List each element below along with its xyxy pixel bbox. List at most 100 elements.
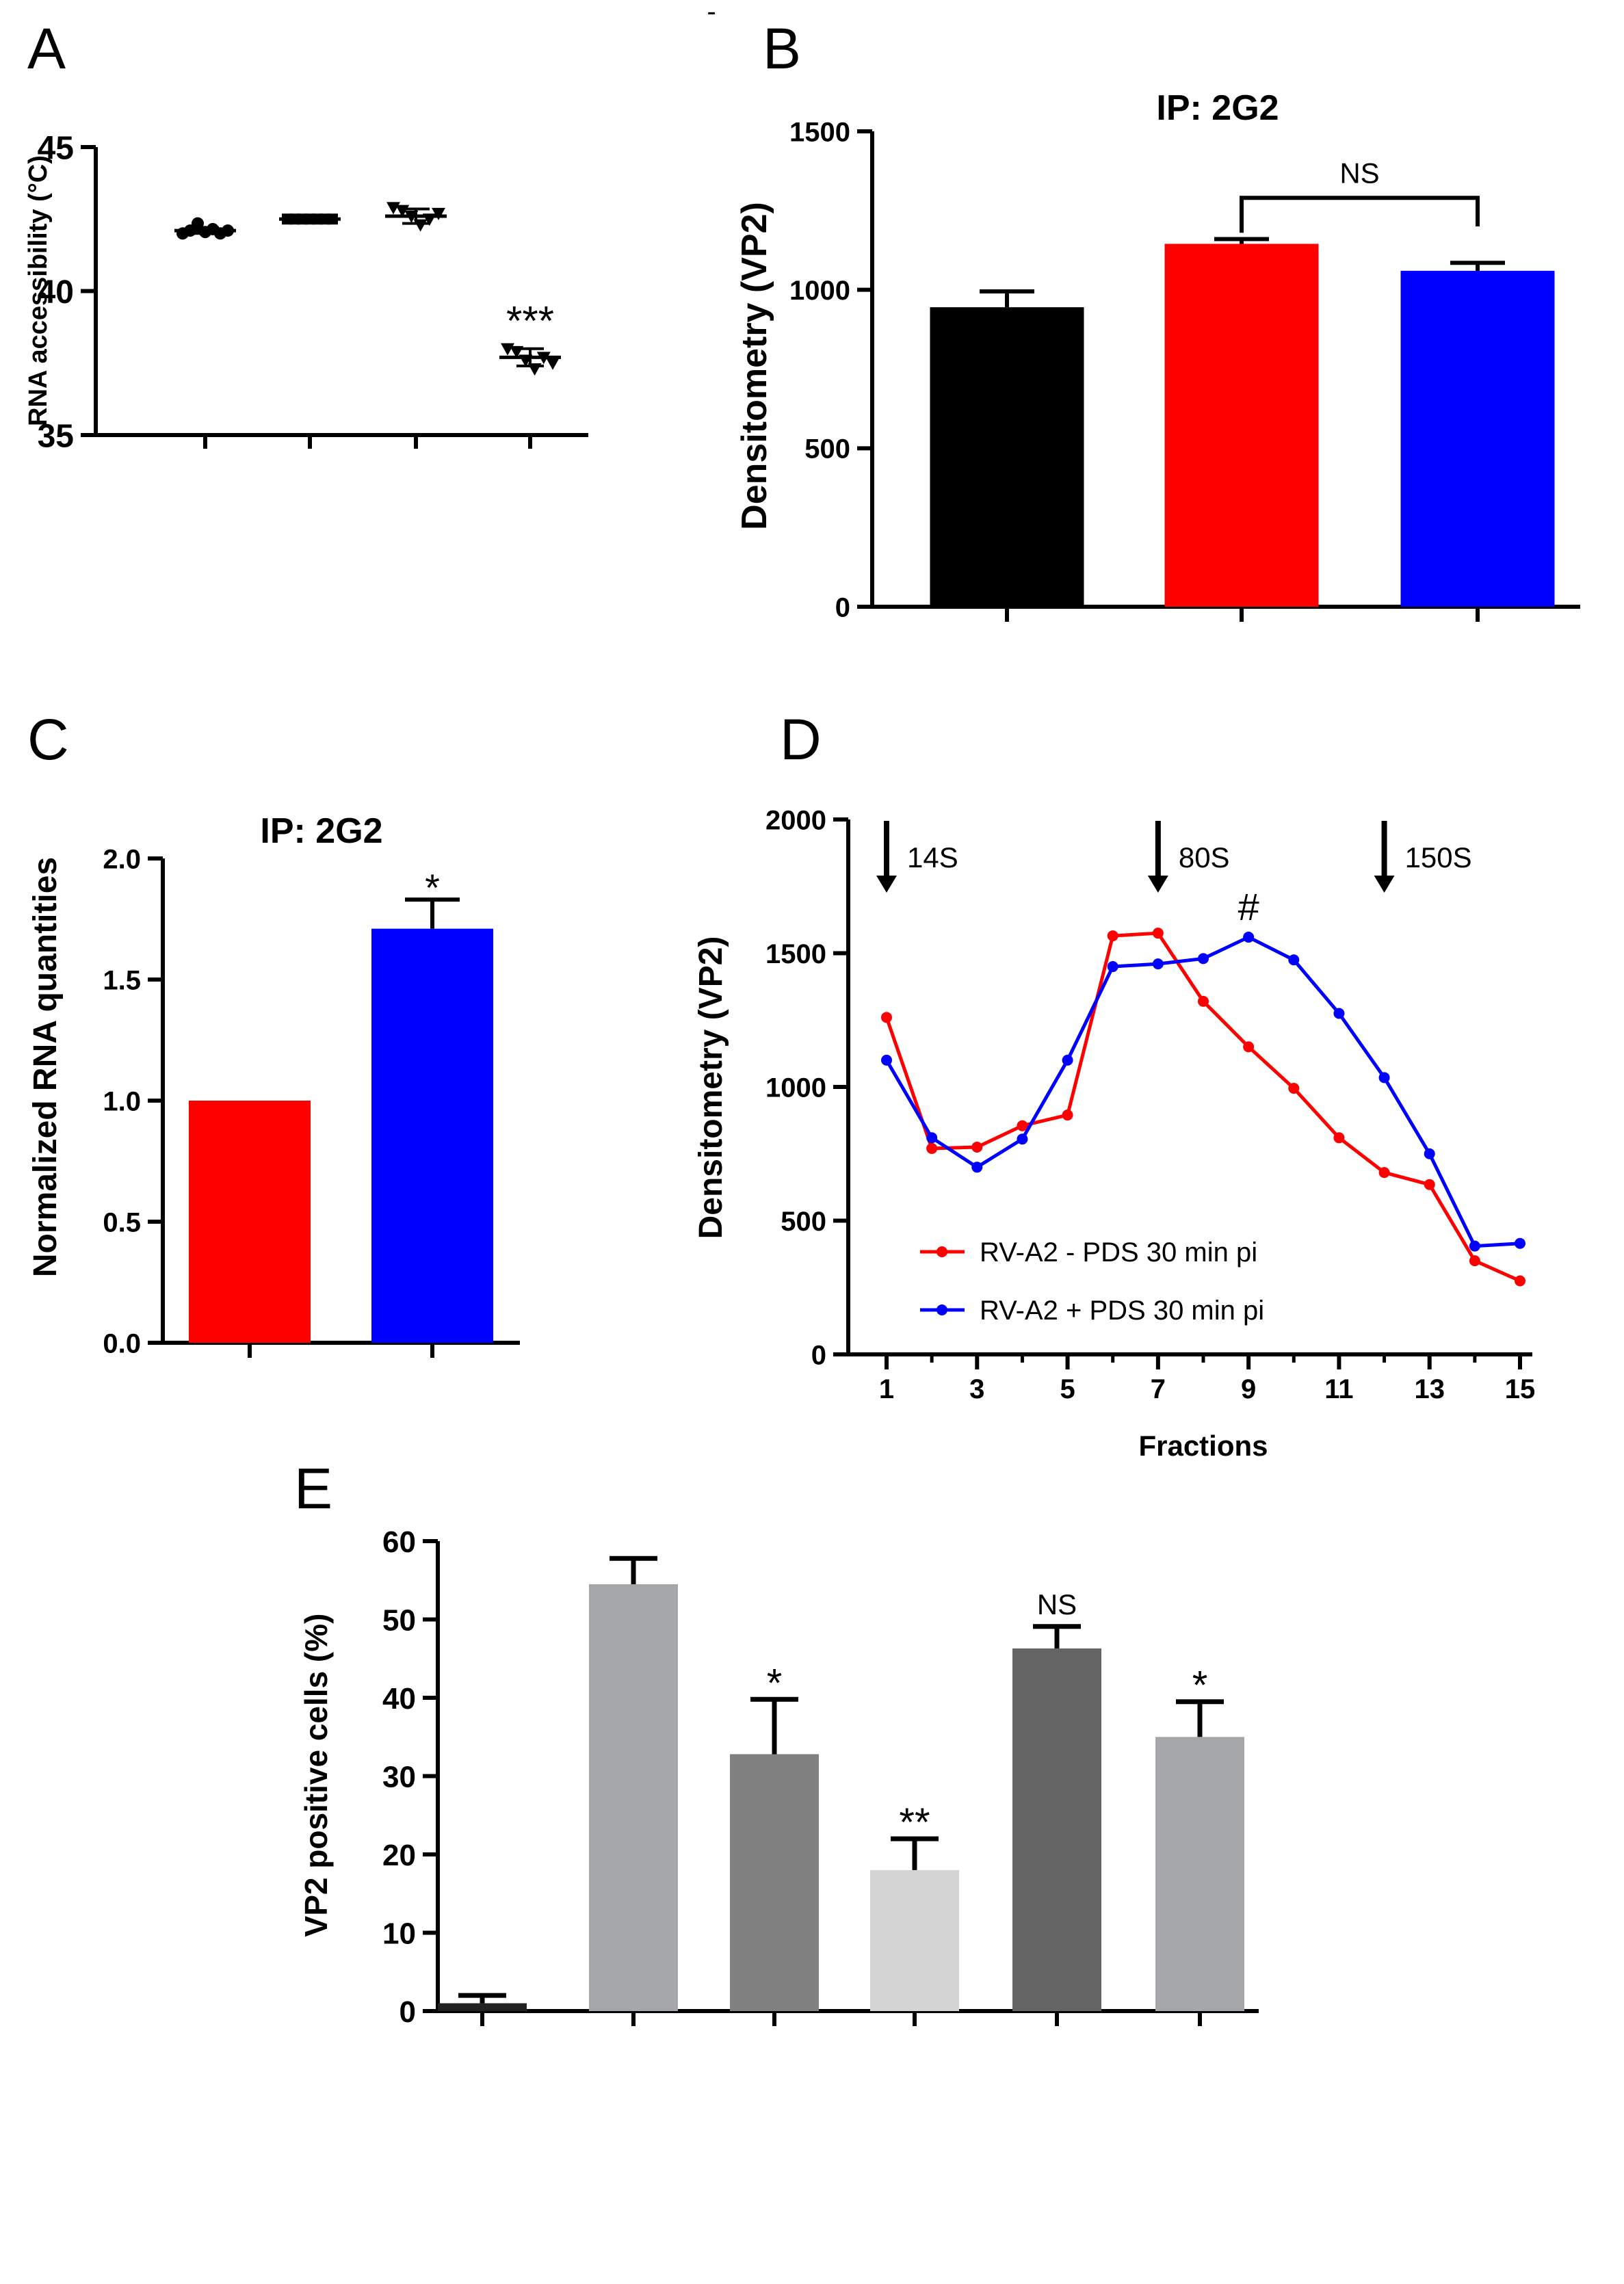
data-point [1515, 1237, 1525, 1249]
y-tick-label: 500 [781, 1207, 826, 1237]
data-point [1333, 1008, 1345, 1019]
y-tick-label: 0 [835, 592, 850, 622]
y-tick-label: 500 [804, 434, 850, 464]
significance-label: NS [1339, 157, 1379, 189]
x-tick-label: 9 [1241, 1374, 1256, 1404]
y-tick-label: 20 [382, 1839, 416, 1872]
data-point [1469, 1240, 1480, 1252]
y-axis-label: VP2 positive cells (%) [298, 1614, 334, 1937]
data-point [1152, 958, 1164, 970]
panel-label: A [27, 16, 66, 81]
data-point [546, 357, 560, 370]
panel-label: E [294, 1456, 332, 1521]
y-tick-label: 0 [400, 1995, 416, 2029]
significance-label: ** [899, 1800, 930, 1845]
sedimentation-label: 80S [1179, 841, 1230, 874]
bar [371, 928, 493, 1343]
y-tick-label: 1500 [765, 939, 826, 969]
significance-label: *** [506, 298, 554, 344]
data-point [881, 1012, 892, 1023]
data-point [1198, 953, 1209, 964]
data-point [1243, 932, 1255, 943]
y-tick-label: 0.0 [103, 1328, 141, 1358]
bar [930, 307, 1084, 607]
panel-b-bar-chart: B IP: 2G2 Densitometry (VP2) 0 500 1000 1500 NS [735, 16, 1580, 622]
y-tick-label: 1.5 [103, 965, 141, 995]
y-axis-label: Densitometry (VP2) [693, 936, 729, 1239]
legend-label: RV-A2 + PDS 30 min pi [980, 1296, 1264, 1326]
y-axis-label: Normalized RNA quantities [27, 857, 64, 1277]
bar [730, 1754, 819, 2011]
data-point [1062, 1110, 1073, 1121]
data-point [1424, 1179, 1435, 1190]
bar [1155, 1737, 1244, 2011]
y-tick-label: 1.0 [103, 1086, 141, 1116]
y-tick-label: 1000 [789, 276, 850, 306]
sedimentation-label: 150S [1405, 841, 1472, 874]
data-point [1424, 1148, 1435, 1159]
data-point [1107, 930, 1118, 942]
y-tick-label: 1500 [789, 117, 850, 147]
x-tick-label: 1 [879, 1374, 894, 1404]
sedimentation-label: 14S [907, 841, 958, 874]
data-point [1198, 995, 1209, 1007]
data-point [1062, 1054, 1073, 1066]
bar [438, 2003, 527, 2011]
x-tick-label: 11 [1324, 1374, 1353, 1404]
bar [1012, 1648, 1101, 2011]
panel-c-bar-chart: C IP: 2G2 Normalized RNA quantities 0.0 0.5 1… [27, 707, 520, 1358]
panel-label: B [763, 16, 801, 81]
significance-label: # [1238, 885, 1259, 928]
y-tick-label: 40 [38, 274, 74, 311]
panel-label: D [780, 707, 822, 772]
bar [1400, 270, 1555, 607]
figure-dash: - [707, 0, 716, 27]
chart-title: IP: 2G2 [1156, 88, 1279, 128]
y-tick-label: 35 [38, 418, 74, 454]
y-tick-label: 1000 [765, 1073, 826, 1103]
data-point [926, 1132, 938, 1144]
y-tick-label: 50 [382, 1603, 416, 1637]
data-point [432, 207, 445, 220]
bar [589, 1584, 678, 2011]
panel-a-scatter-chart: A RNA accessibility (°C)35 40 45 *** [24, 16, 588, 454]
x-tick-label: 7 [1151, 1374, 1166, 1404]
data-point [971, 1141, 983, 1153]
bar [1164, 244, 1319, 607]
chart-title: IP: 2G2 [260, 811, 382, 851]
y-tick-label: 2.0 [103, 844, 141, 874]
data-point [1288, 954, 1300, 966]
significance-label: * [1192, 1664, 1208, 1708]
data-point [881, 1054, 892, 1066]
x-axis-label: Fractions [1138, 1430, 1268, 1462]
legend-marker [937, 1304, 947, 1315]
x-tick-label: 3 [969, 1374, 984, 1404]
y-tick-label: 60 [382, 1525, 416, 1559]
data-point [1152, 928, 1164, 939]
sedimentation-arrowhead [876, 876, 897, 893]
sedimentation-arrowhead [1374, 876, 1395, 893]
significance-label: * [767, 1661, 783, 1705]
legend-marker [937, 1246, 947, 1257]
y-tick-label: 0 [811, 1340, 826, 1370]
data-point [1515, 1275, 1525, 1287]
significance-bracket [1240, 196, 1480, 233]
y-tick-label: 10 [382, 1917, 416, 1950]
y-tick-label: 45 [38, 130, 74, 166]
legend-label: RV-A2 - PDS 30 min pi [980, 1237, 1257, 1268]
series-line [885, 931, 1521, 1283]
data-point [926, 1142, 938, 1154]
y-tick-label: 0.5 [103, 1207, 141, 1237]
x-tick-label: 5 [1060, 1374, 1075, 1404]
data-point [1333, 1132, 1345, 1144]
y-tick-label: 30 [382, 1760, 416, 1794]
data-point [1378, 1167, 1390, 1179]
y-tick-label: 2000 [765, 805, 826, 835]
bar [189, 1101, 311, 1343]
y-axis-label: RNA accessibility (°C) [24, 155, 53, 426]
x-tick-label: 13 [1414, 1374, 1445, 1404]
y-tick-label: 40 [382, 1682, 416, 1716]
